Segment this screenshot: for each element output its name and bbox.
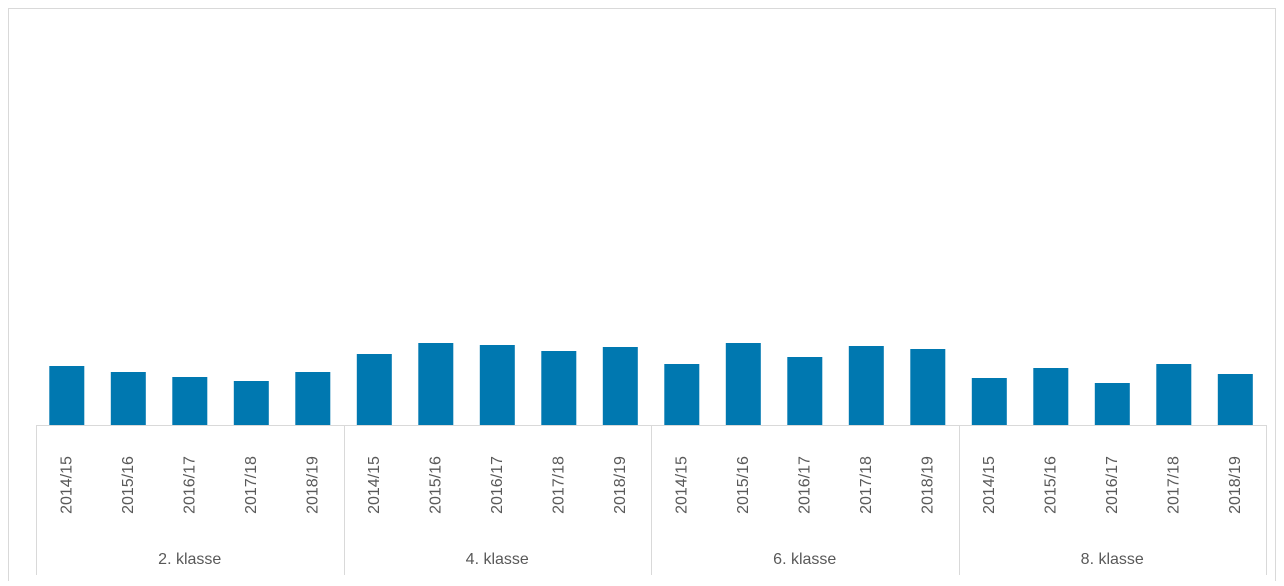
x-tick-label: 2016/17 xyxy=(489,456,506,514)
bar xyxy=(1217,374,1253,425)
x-tick-label: 2016/17 xyxy=(796,456,813,514)
x-tick-label: 2014/15 xyxy=(366,456,383,514)
x-axis-labels: 2014/15 2015/16 2016/17 2017/18 2018/19 2. kl… xyxy=(58,456,1244,568)
x-tick-label: 2016/17 xyxy=(1104,456,1121,514)
bar xyxy=(1094,383,1130,425)
x-tick-label: 2014/15 xyxy=(673,456,690,514)
x-tick-label: 2015/16 xyxy=(427,456,444,514)
bar xyxy=(418,343,454,425)
group-label: 6. klasse xyxy=(773,551,836,568)
bar xyxy=(49,366,85,425)
chart-border xyxy=(8,8,1276,586)
x-tick-label: 2018/19 xyxy=(1227,456,1244,514)
bar xyxy=(541,351,577,425)
bar xyxy=(233,381,269,425)
bar xyxy=(479,345,515,425)
bar xyxy=(1033,368,1069,425)
x-tick-label: 2018/19 xyxy=(304,456,321,514)
bar xyxy=(664,364,700,425)
bar xyxy=(1156,364,1192,425)
bar xyxy=(848,346,884,425)
x-tick-label: 2018/19 xyxy=(919,456,936,514)
x-tick-label: 2015/16 xyxy=(120,456,137,514)
bar xyxy=(172,377,208,425)
bar xyxy=(725,343,761,425)
x-tick-label: 2014/15 xyxy=(58,456,75,514)
group-label: 8. klasse xyxy=(1081,551,1144,568)
x-tick-label: 2018/19 xyxy=(612,456,629,514)
x-axis xyxy=(36,425,1267,575)
bar xyxy=(356,354,392,425)
bar xyxy=(971,378,1007,425)
x-tick-label: 2015/16 xyxy=(735,456,752,514)
x-tick-label: 2014/15 xyxy=(981,456,998,514)
bar xyxy=(787,357,823,425)
x-tick-label: 2017/18 xyxy=(1165,456,1182,514)
group-label: 4. klasse xyxy=(466,551,529,568)
x-tick-label: 2015/16 xyxy=(1042,456,1059,514)
bar xyxy=(295,372,331,425)
x-tick-label: 2017/18 xyxy=(243,456,260,514)
x-tick-label: 2017/18 xyxy=(858,456,875,514)
x-tick-label: 2016/17 xyxy=(181,456,198,514)
bar xyxy=(602,347,638,425)
bar xyxy=(910,349,946,425)
x-tick-label: 2017/18 xyxy=(550,456,567,514)
group-label: 2. klasse xyxy=(158,551,221,568)
bar xyxy=(110,372,146,425)
bars-layer xyxy=(49,343,1253,425)
